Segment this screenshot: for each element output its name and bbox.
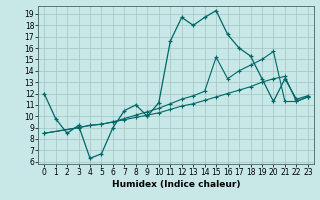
- X-axis label: Humidex (Indice chaleur): Humidex (Indice chaleur): [112, 180, 240, 189]
